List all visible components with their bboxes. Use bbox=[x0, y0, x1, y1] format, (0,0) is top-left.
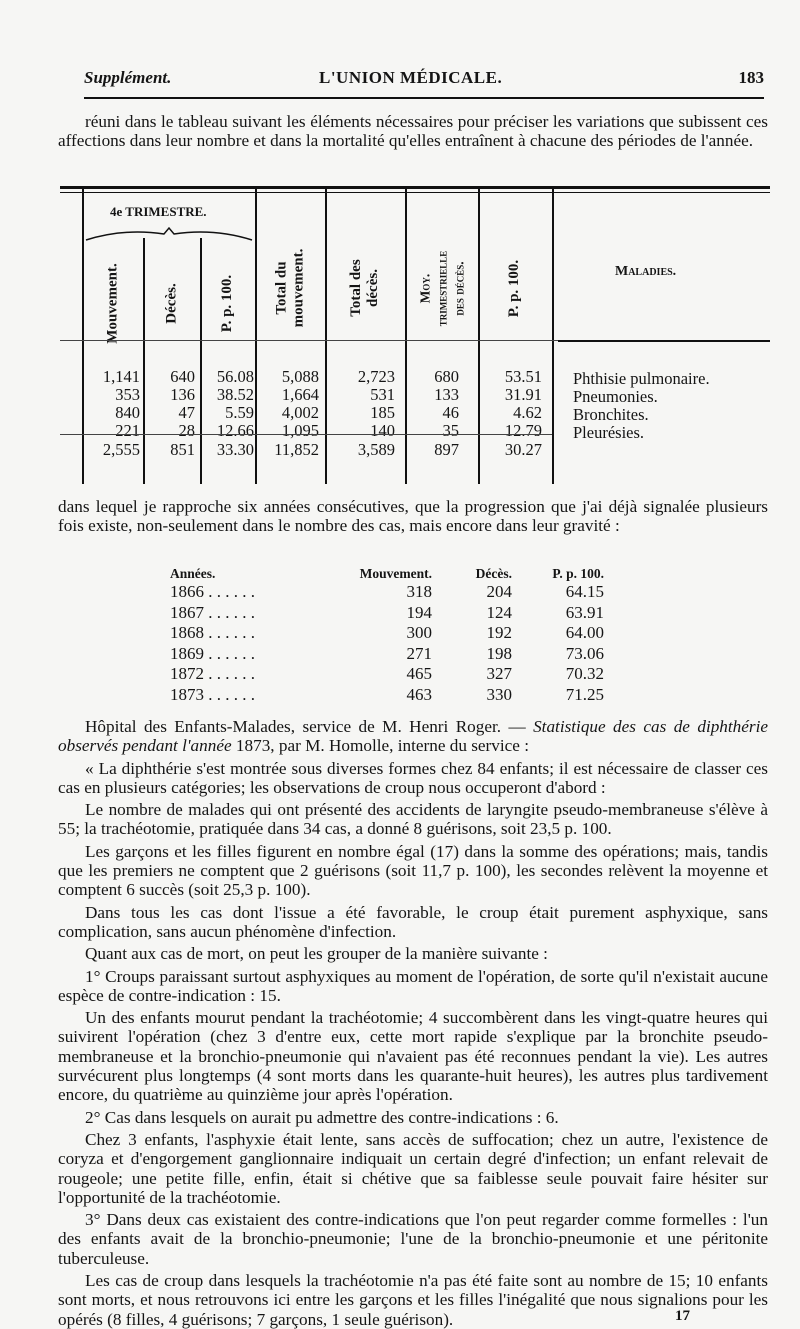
col-total-deces: 2,723 531 185 140 bbox=[357, 367, 395, 440]
hospital-heading: Hôpital des Enfants-Malades, service de … bbox=[58, 717, 768, 756]
col-maladies: Phthisie pulmonaire. Pneumonies. Bronchite… bbox=[573, 369, 710, 442]
paragraph: 2° Cas dans lesquels on aurait pu admett… bbox=[85, 1107, 559, 1127]
table-row: 1873 . . . . . . 463 330 71.25 bbox=[170, 684, 604, 704]
total-mouvement: 2,555 bbox=[102, 440, 140, 459]
table-top-rule-thin bbox=[60, 192, 770, 193]
col-header-moy-trimestrielle: Moy. trimestrielle des décès. bbox=[417, 250, 467, 326]
col-header-pp100-total: P. p. 100. bbox=[506, 259, 523, 317]
paragraph: Les cas de croup dans lesquels la traché… bbox=[58, 1271, 768, 1329]
col-pp100-total: 53.51 31.91 4.62 12.79 bbox=[504, 367, 542, 440]
group-header: 4e TRIMESTRE. bbox=[110, 204, 207, 219]
col-header-total-mouvement: Total du mouvement. bbox=[273, 248, 307, 328]
header-rule bbox=[84, 97, 764, 99]
paragraph-after-table: dans lequel je rapproche six années cons… bbox=[58, 497, 768, 536]
signature-number: 17 bbox=[675, 1308, 690, 1324]
col-header-maladies: Maladies. bbox=[615, 264, 677, 279]
body-text: Hôpital des Enfants-Malades, service de … bbox=[58, 717, 768, 1329]
table-row: 1866 . . . . . . 318 204 64.15 bbox=[170, 582, 604, 602]
col-deces: 640 136 47 28 bbox=[170, 367, 195, 440]
table-row: 1868 . . . . . . 300 192 64.00 bbox=[170, 623, 604, 643]
col-header-mouvement: Mouvement. bbox=[104, 262, 121, 344]
paragraph: 3° Dans deux cas existaient des contre-i… bbox=[58, 1210, 768, 1268]
col-total-mouvement: 5,088 1,664 4,002 1,095 bbox=[281, 367, 319, 440]
total-total-mouvement: 11,852 bbox=[274, 440, 319, 459]
paragraph: 1° Croups paraissant surtout asphyxiques… bbox=[58, 966, 768, 1005]
table-row: 1869 . . . . . . 271 198 73.06 bbox=[170, 643, 604, 663]
paragraph: « La diphthérie s'est montrée sous diver… bbox=[58, 758, 768, 797]
paragraph: Dans tous les cas dont l'issue a été fav… bbox=[58, 902, 768, 941]
col-header-pp100: P. p. 100. bbox=[219, 274, 236, 332]
statistics-table: 4e TRIMESTRE. Mouvement. Décès. P. p. 10… bbox=[60, 188, 770, 490]
table-row: 1867 . . . . . . 194 124 63.91 bbox=[170, 602, 604, 622]
col-mouvement: 1,141 353 840 221 bbox=[102, 367, 140, 440]
paragraph: Chez 3 enfants, l'asphyxie était lente, … bbox=[58, 1129, 768, 1207]
total-deces: 851 bbox=[170, 440, 195, 459]
journal-title: L'UNION MÉDICALE. bbox=[319, 68, 503, 87]
paragraph: Quant aux cas de mort, on peut les group… bbox=[85, 944, 548, 964]
total-pp100-total: 30.27 bbox=[504, 440, 542, 459]
running-header: Supplément. L'UNION MÉDICALE. 183 bbox=[84, 68, 764, 92]
total-moy-trimestrielle: 897 bbox=[434, 440, 459, 459]
paragraph: Le nombre de malades qui ont présenté de… bbox=[58, 800, 768, 839]
page-number: 183 bbox=[738, 68, 765, 87]
col-pp100: 56.08 38.52 5.59 12.66 bbox=[216, 367, 254, 440]
paragraph: Les garçons et les filles figurent en no… bbox=[58, 841, 768, 900]
years-table: Années. Mouvement. Décès. P. p. 100. 1866 .… bbox=[170, 565, 690, 705]
brace-decoration bbox=[85, 226, 253, 241]
col-header-deces: Décès. bbox=[163, 282, 180, 324]
table-row: 1872 . . . . . . 465 327 70.32 bbox=[170, 664, 604, 684]
col-moy-trimestrielle: 680 133 46 35 bbox=[434, 367, 459, 440]
section-label: Supplément. bbox=[84, 68, 172, 87]
total-total-deces: 3,589 bbox=[357, 440, 395, 459]
paragraph: Un des enfants mourut pendant la trachéo… bbox=[58, 1008, 768, 1105]
total-pp100: 33.30 bbox=[216, 440, 254, 459]
intro-text: réuni dans le tableau suivant les élémen… bbox=[58, 112, 768, 151]
years-table-header: Années. Mouvement. Décès. P. p. 100. bbox=[170, 565, 604, 581]
col-header-total-deces: Total des décès. bbox=[348, 259, 381, 317]
table-top-rule bbox=[60, 186, 770, 189]
